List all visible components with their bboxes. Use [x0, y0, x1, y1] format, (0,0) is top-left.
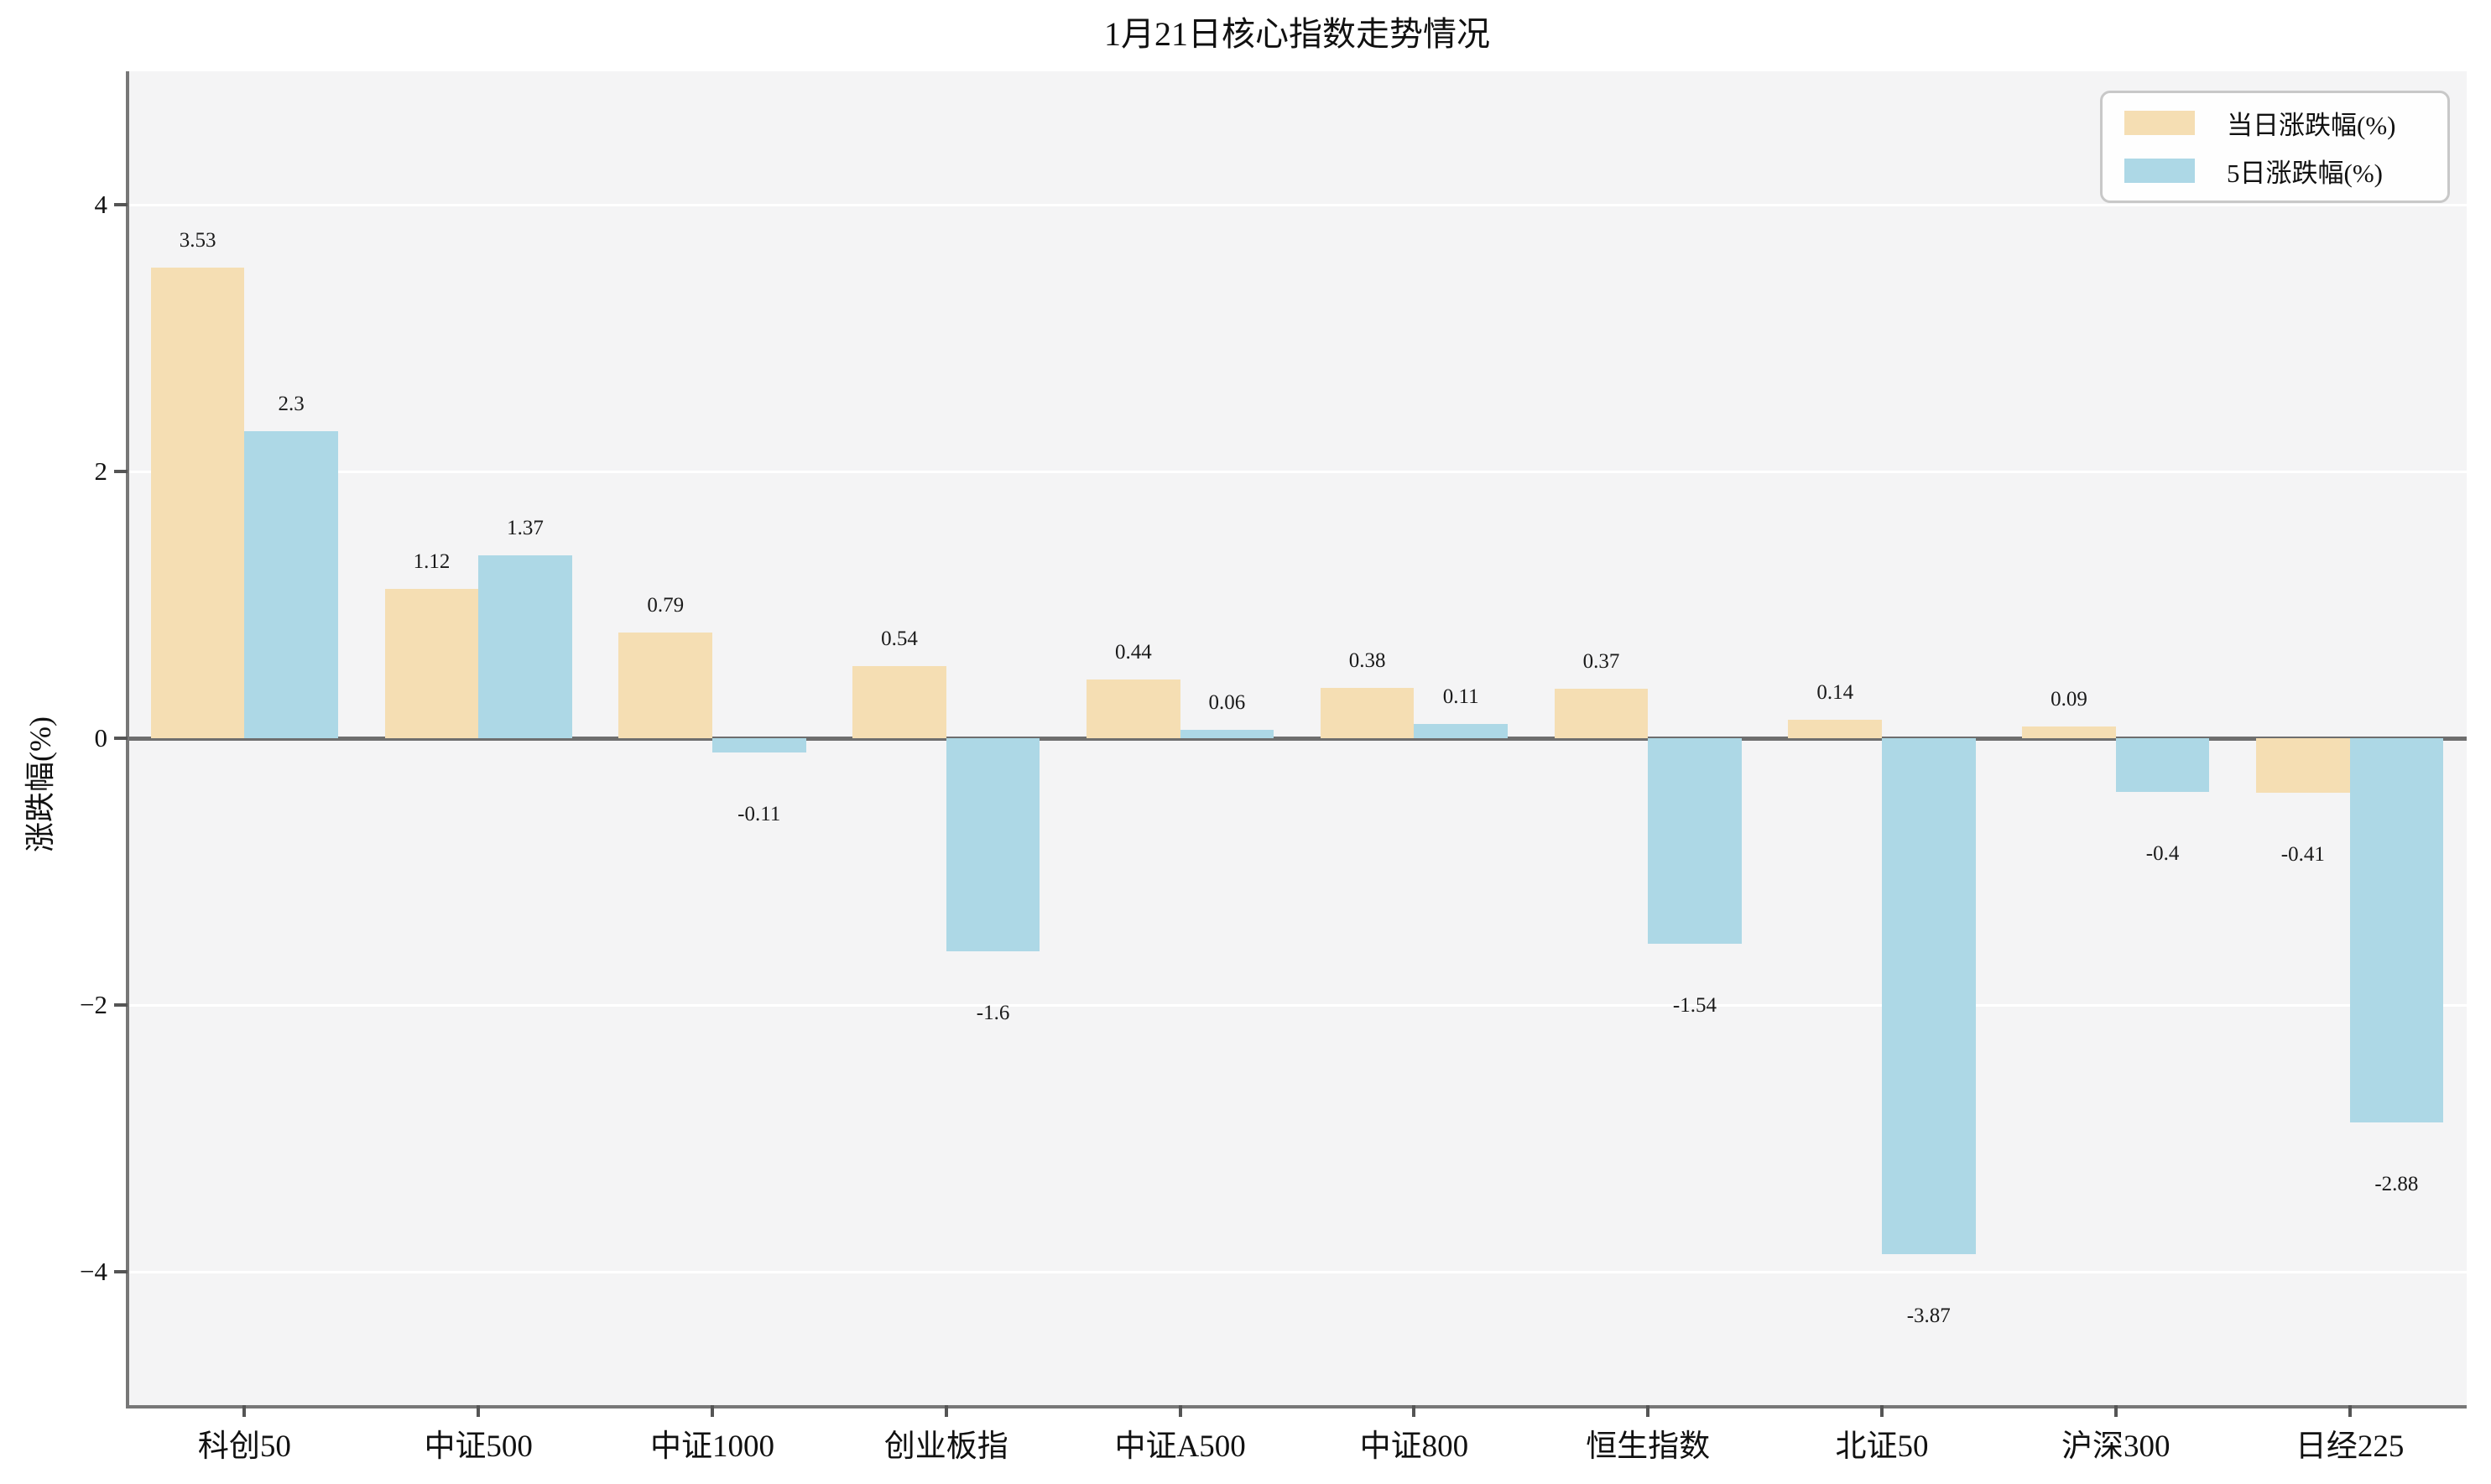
y-tick-mark [114, 470, 128, 473]
bar [946, 738, 1040, 952]
legend-label: 当日涨跌幅(%) [2227, 110, 2396, 140]
legend-label: 5日涨跌幅(%) [2227, 159, 2383, 189]
bar-value-label: 0.44 [1114, 641, 1152, 664]
legend-swatch [2124, 159, 2195, 184]
gridline [128, 1004, 2467, 1007]
bar-value-label: -0.11 [737, 803, 781, 826]
x-tick-mark [1646, 1405, 1650, 1417]
category-label: 日经225 [2295, 1429, 2405, 1464]
bar-value-label: 1.12 [413, 549, 451, 573]
bar-value-label: 0.79 [647, 594, 685, 617]
bar-value-label: 0.14 [1816, 680, 1854, 704]
bar-value-label: 0.06 [1208, 691, 1246, 715]
x-tick-mark [477, 1405, 481, 1417]
bar [1320, 687, 1415, 738]
plot-area: 3.53 1.12 0.79 0.54 0.44 0.38 0.37 0.14 0.09 -0.4… [128, 71, 2467, 1405]
x-tick-mark [2113, 1405, 2118, 1417]
x-tick-mark [242, 1405, 247, 1417]
legend-swatch [2124, 110, 2195, 135]
bar [1414, 723, 1508, 738]
y-tick-label: −4 [80, 1257, 107, 1286]
x-tick-mark [1178, 1405, 1182, 1417]
category-label: 沪深300 [2061, 1429, 2171, 1464]
y-tick-label: 2 [94, 456, 108, 486]
legend-item: 当日涨跌幅(%) [2103, 104, 2447, 142]
gridline [128, 1271, 2467, 1273]
bar [618, 633, 712, 738]
bar [1788, 719, 1882, 738]
bar-value-label: 0.37 [1582, 650, 1620, 674]
category-label: 中证800 [1359, 1429, 1469, 1464]
bar [1180, 730, 1274, 738]
bar-value-label: 3.53 [179, 228, 216, 252]
legend: 当日涨跌幅(%) 5日涨跌幅(%) [2100, 91, 2450, 203]
category-label: 中证500 [424, 1429, 533, 1464]
legend-item: 5日涨跌幅(%) [2103, 152, 2447, 190]
category-label: 创业板指 [883, 1429, 1008, 1464]
bar [384, 588, 479, 738]
y-tick-mark [114, 1270, 128, 1273]
y-axis-spine [126, 71, 129, 1408]
y-tick-label: −2 [80, 990, 107, 1019]
category-label: 科创50 [197, 1429, 291, 1464]
bar-value-label: -2.88 [2374, 1172, 2419, 1195]
bar-value-label: -1.6 [976, 1002, 1010, 1025]
bar [2349, 738, 2444, 1122]
y-tick-label: 0 [94, 723, 108, 752]
category-label: 中证1000 [650, 1429, 774, 1464]
bar [150, 267, 245, 738]
bar [2115, 738, 2210, 792]
bar [712, 738, 806, 753]
bar [1554, 689, 1649, 738]
bar-value-label: 0.38 [1348, 648, 1386, 672]
bar-value-label: -3.87 [1906, 1304, 1951, 1328]
bar [1882, 738, 1976, 1255]
bar [244, 431, 338, 738]
bar [2022, 726, 2116, 738]
category-label: 中证A500 [1114, 1429, 1246, 1464]
chart-title: 1月21日核心指数走势情况 [1104, 15, 1490, 53]
bar [2256, 738, 2350, 794]
y-tick-mark [114, 1003, 128, 1007]
bar [852, 666, 946, 738]
x-tick-mark [944, 1405, 948, 1417]
y-tick-mark [114, 203, 128, 206]
x-axis-spine [126, 1405, 2467, 1408]
x-tick-mark [2348, 1405, 2352, 1417]
gridline [128, 471, 2467, 473]
x-tick-mark [711, 1405, 714, 1417]
bar-value-label: 0.09 [2051, 687, 2087, 711]
x-tick-mark [1880, 1405, 1884, 1417]
zero-line [128, 737, 2467, 741]
bar [1087, 680, 1180, 738]
bar-value-label: -0.4 [2145, 841, 2180, 865]
bar-value-label: 2.3 [278, 393, 305, 416]
bar-value-label: 1.37 [507, 517, 544, 540]
bar-value-label: -0.41 [2280, 843, 2325, 867]
bar-value-label: 0.54 [881, 627, 918, 651]
x-tick-mark [1412, 1405, 1416, 1417]
bar [478, 555, 572, 738]
y-tick-label: 4 [94, 190, 108, 219]
category-label: 恒生指数 [1586, 1429, 1711, 1464]
category-label: 北证50 [1835, 1429, 1929, 1464]
bar [1648, 738, 1742, 944]
gridline [128, 204, 2467, 206]
bar-value-label: -1.54 [1672, 993, 1717, 1017]
bar-value-label: 0.11 [1442, 685, 1479, 708]
y-tick-mark [114, 737, 128, 740]
